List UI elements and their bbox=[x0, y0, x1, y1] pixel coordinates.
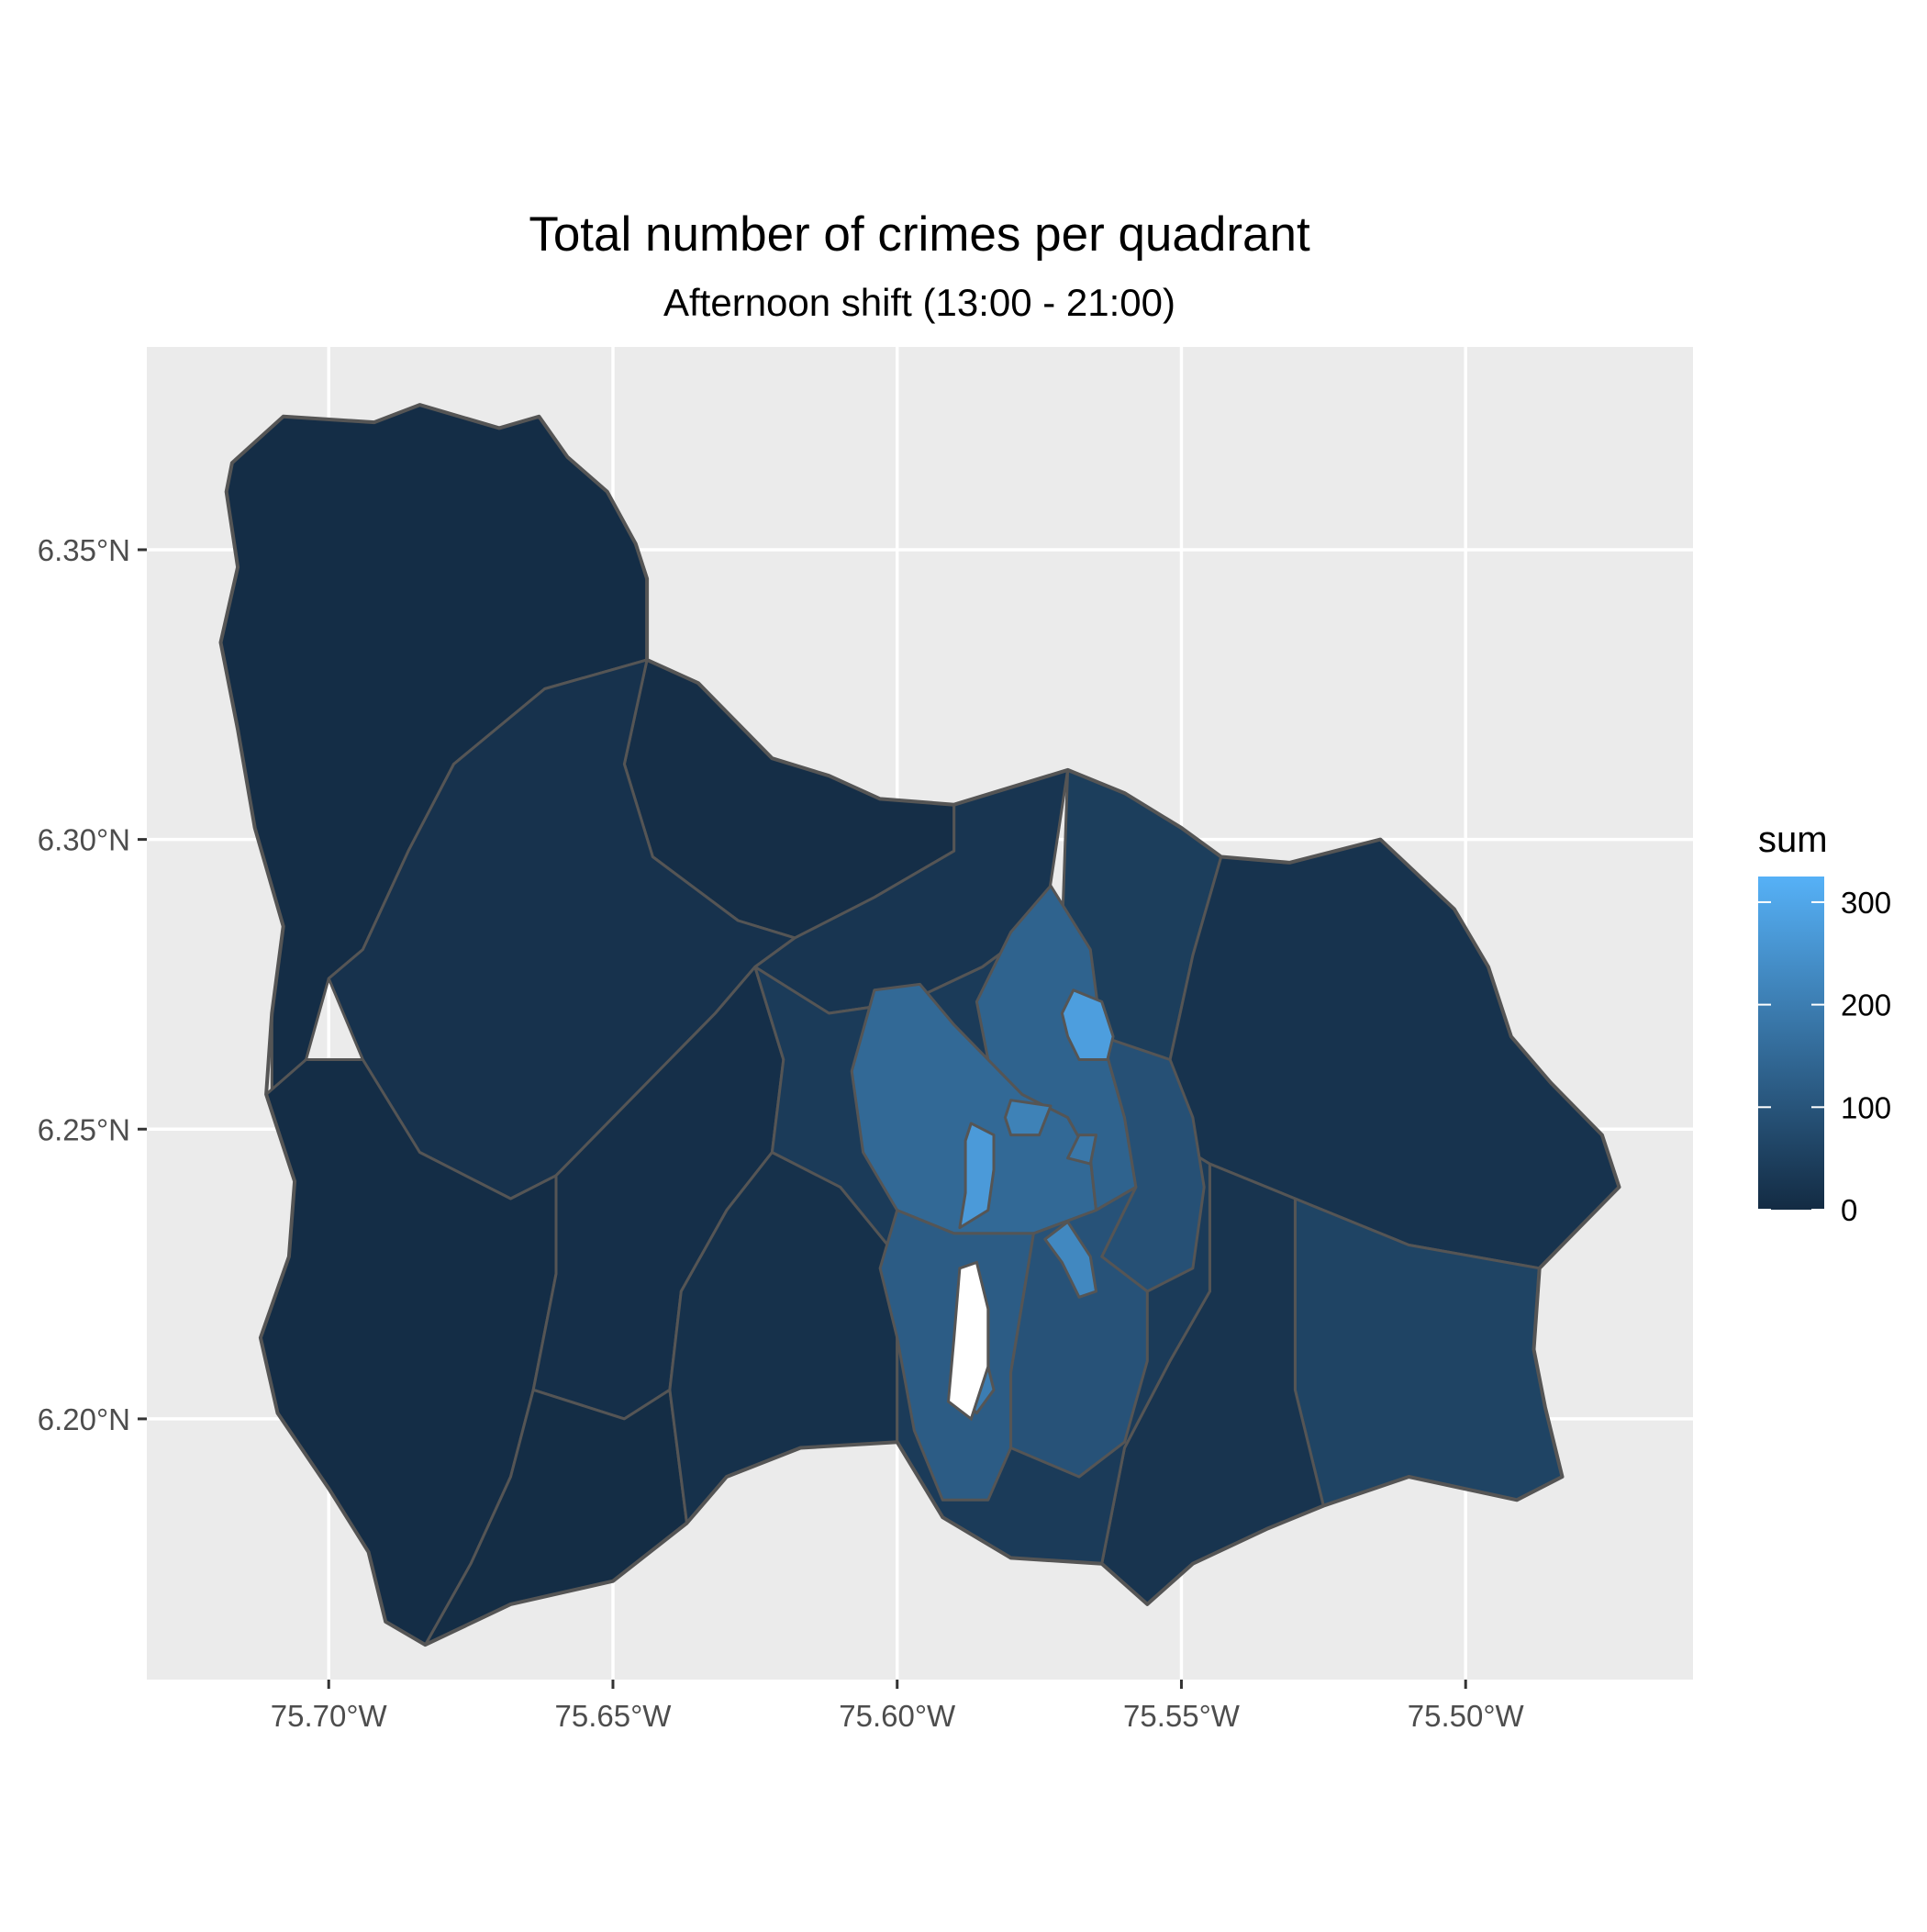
legend-tick-label: 300 bbox=[1841, 886, 1891, 920]
y-tick-label: 6.35°N bbox=[38, 533, 130, 567]
x-tick-label: 75.55°W bbox=[1123, 1699, 1241, 1733]
x-tick-label: 75.50°W bbox=[1408, 1699, 1525, 1733]
quadrant-region bbox=[1003, 1099, 1053, 1137]
x-axis: 75.70°W 75.65°W 75.60°W 75.55°W 75.50°W bbox=[271, 1680, 1525, 1733]
y-tick-label: 6.25°N bbox=[38, 1112, 130, 1146]
y-tick-label: 6.30°N bbox=[38, 823, 130, 857]
y-tick-label: 6.20°N bbox=[38, 1402, 130, 1436]
quadrant-region bbox=[1066, 1134, 1097, 1166]
quadrant-region bbox=[1060, 988, 1115, 1061]
x-tick-label: 75.70°W bbox=[271, 1699, 388, 1733]
legend-tick-label: 100 bbox=[1841, 1090, 1891, 1124]
legend-title: sum bbox=[1758, 820, 1828, 860]
x-tick-label: 75.65°W bbox=[555, 1699, 673, 1733]
legend-tick-label: 200 bbox=[1841, 988, 1891, 1022]
quadrant-region bbox=[1009, 1185, 1149, 1479]
chart-title: Total number of crimes per quadrant bbox=[529, 207, 1310, 262]
map-hole bbox=[946, 1260, 990, 1422]
chart-subtitle: Afternoon shift (13:00 - 21:00) bbox=[663, 281, 1175, 324]
y-axis: 6.35°N 6.30°N 6.25°N 6.20°N bbox=[38, 533, 147, 1436]
legend-tick-label: 0 bbox=[1841, 1193, 1857, 1227]
x-tick-label: 75.60°W bbox=[839, 1699, 956, 1733]
legend-ticks: 0 100 200 300 bbox=[1758, 886, 1891, 1227]
legend-colorbar bbox=[1758, 877, 1824, 1210]
quadrant-region bbox=[1043, 1220, 1097, 1299]
quadrant-region bbox=[958, 1122, 996, 1230]
municipality-outline bbox=[218, 403, 1621, 1647]
quadrant-layer bbox=[218, 403, 1621, 1647]
legend: sum 0 100 200 300 bbox=[1758, 820, 1891, 1227]
